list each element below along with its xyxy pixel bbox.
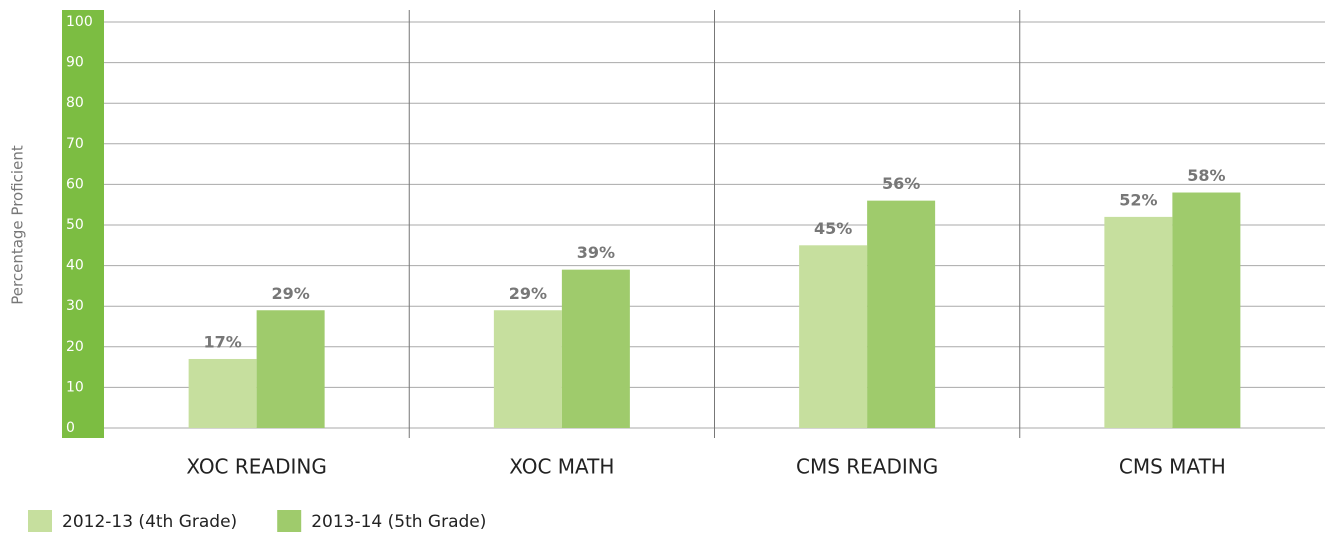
data-label: 52%: [1119, 190, 1157, 209]
data-label: 39%: [577, 243, 615, 262]
y-tick-label: 100: [66, 14, 93, 30]
y-tick-label: 50: [66, 217, 84, 233]
legend-label: 2013-14 (5th Grade): [311, 512, 486, 532]
bar: [799, 245, 868, 428]
bar: [1172, 192, 1241, 428]
bar: [561, 269, 630, 428]
data-label: 58%: [1187, 166, 1225, 185]
bar: [1104, 216, 1173, 428]
data-label: 29%: [271, 284, 309, 303]
x-tick-label: XOC READING: [186, 455, 326, 479]
y-tick-label: 90: [66, 55, 84, 71]
bar: [256, 310, 325, 428]
data-label: 17%: [203, 332, 241, 351]
y-tick-label: 10: [66, 379, 84, 395]
y-axis-label: Percentage Proficient: [9, 145, 27, 305]
data-label: 56%: [882, 174, 920, 193]
y-tick-label: 80: [66, 95, 84, 111]
bar: [493, 310, 562, 428]
y-tick-label: 60: [66, 176, 84, 192]
x-tick-label: CMS READING: [796, 455, 938, 479]
legend-label: 2012-13 (4th Grade): [62, 512, 237, 532]
y-tick-label: 20: [66, 339, 84, 355]
x-tick-label: XOC MATH: [509, 455, 614, 479]
x-tick-label: CMS MATH: [1119, 455, 1226, 479]
legend-swatch: [277, 510, 302, 532]
y-tick-label: 30: [66, 298, 84, 314]
y-tick-label: 40: [66, 258, 84, 274]
axis-strip: [62, 10, 104, 438]
data-label: 29%: [509, 284, 547, 303]
data-label: 45%: [814, 219, 852, 238]
bar: [867, 200, 936, 428]
y-tick-label: 0: [66, 420, 75, 436]
y-tick-label: 70: [66, 136, 84, 152]
bar: [188, 358, 257, 428]
legend-swatch: [28, 510, 52, 532]
